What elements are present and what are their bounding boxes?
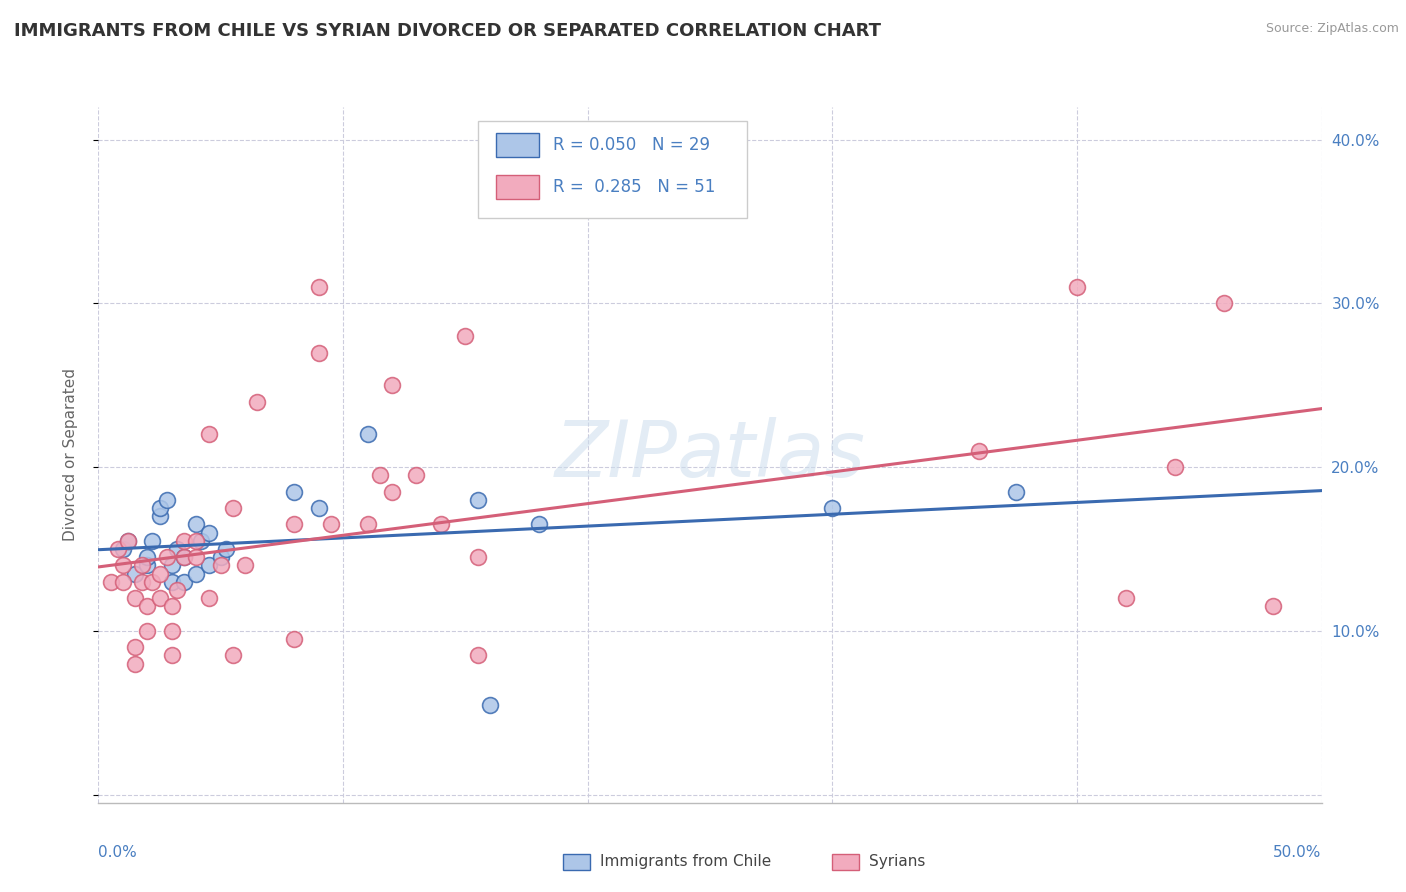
Point (136, 550, 159, 565)
Point (173, 574, 195, 589)
Point (356, 427, 378, 442)
Point (430, 517, 453, 532)
FancyBboxPatch shape (496, 133, 538, 158)
Point (246, 394, 269, 409)
Point (149, 591, 172, 606)
Point (368, 468, 391, 483)
Point (149, 501, 172, 516)
Point (197, 427, 219, 442)
Point (186, 566, 208, 581)
Point (467, 550, 489, 565)
Point (160, 574, 183, 589)
Point (967, 443, 990, 458)
Point (160, 599, 183, 614)
Point (308, 345, 330, 359)
Text: Source: ZipAtlas.com: Source: ZipAtlas.com (1265, 22, 1399, 36)
Point (308, 501, 330, 516)
Point (222, 501, 245, 516)
Point (209, 558, 232, 573)
Y-axis label: Divorced or Separated: Divorced or Separated (63, 368, 77, 541)
Point (173, 550, 195, 565)
Point (1004, 484, 1026, 499)
Point (381, 484, 404, 499)
FancyBboxPatch shape (478, 121, 747, 219)
Point (454, 329, 477, 343)
Point (160, 558, 183, 573)
Point (1066, 280, 1088, 294)
FancyBboxPatch shape (496, 175, 538, 199)
Point (124, 566, 146, 581)
Point (1164, 460, 1187, 475)
FancyBboxPatch shape (832, 855, 859, 870)
Point (1261, 599, 1284, 614)
Text: 50.0%: 50.0% (1274, 845, 1322, 860)
Point (107, 542, 129, 557)
Point (467, 648, 489, 663)
Point (190, 533, 212, 548)
Point (131, 558, 153, 573)
Point (283, 484, 305, 499)
Point (100, 574, 122, 589)
Text: Syrians: Syrians (869, 855, 925, 870)
Text: R =  0.285   N = 51: R = 0.285 N = 51 (554, 178, 716, 196)
Point (136, 558, 159, 573)
Point (197, 558, 219, 573)
Text: ZIPatlas: ZIPatlas (554, 417, 866, 493)
Point (111, 558, 134, 573)
Point (478, 698, 501, 712)
Point (467, 492, 489, 507)
Point (156, 550, 179, 565)
Point (141, 533, 163, 548)
Text: IMMIGRANTS FROM CHILE VS SYRIAN DIVORCED OR SEPARATED CORRELATION CHART: IMMIGRANTS FROM CHILE VS SYRIAN DIVORCED… (14, 22, 882, 40)
Text: 0.0%: 0.0% (98, 845, 138, 860)
Point (214, 542, 236, 557)
Point (173, 550, 195, 565)
Text: R = 0.050   N = 29: R = 0.050 N = 29 (554, 136, 710, 154)
Point (222, 648, 245, 663)
Point (117, 533, 139, 548)
Point (141, 574, 163, 589)
FancyBboxPatch shape (564, 855, 591, 870)
Point (166, 582, 188, 597)
Point (233, 558, 256, 573)
Point (111, 574, 134, 589)
Point (405, 468, 427, 483)
Point (124, 657, 146, 671)
Point (111, 542, 134, 557)
Point (283, 517, 305, 532)
Point (124, 640, 146, 655)
Point (186, 517, 208, 532)
Point (166, 542, 188, 557)
Point (308, 280, 330, 294)
Point (136, 624, 159, 638)
Point (186, 550, 208, 565)
Point (149, 509, 172, 524)
Point (197, 525, 219, 540)
Point (1212, 296, 1234, 310)
Point (197, 591, 219, 606)
Point (117, 533, 139, 548)
Point (149, 566, 172, 581)
Point (527, 517, 550, 532)
Point (356, 517, 378, 532)
Point (209, 550, 232, 565)
Point (124, 591, 146, 606)
Text: Immigrants from Chile: Immigrants from Chile (600, 855, 770, 870)
Point (160, 648, 183, 663)
Point (131, 574, 153, 589)
Point (136, 599, 159, 614)
Point (173, 533, 195, 548)
Point (381, 378, 404, 392)
Point (283, 632, 305, 646)
Point (156, 492, 179, 507)
Point (1115, 591, 1137, 606)
Point (186, 533, 208, 548)
Point (821, 501, 844, 516)
Point (160, 624, 183, 638)
Point (319, 517, 342, 532)
